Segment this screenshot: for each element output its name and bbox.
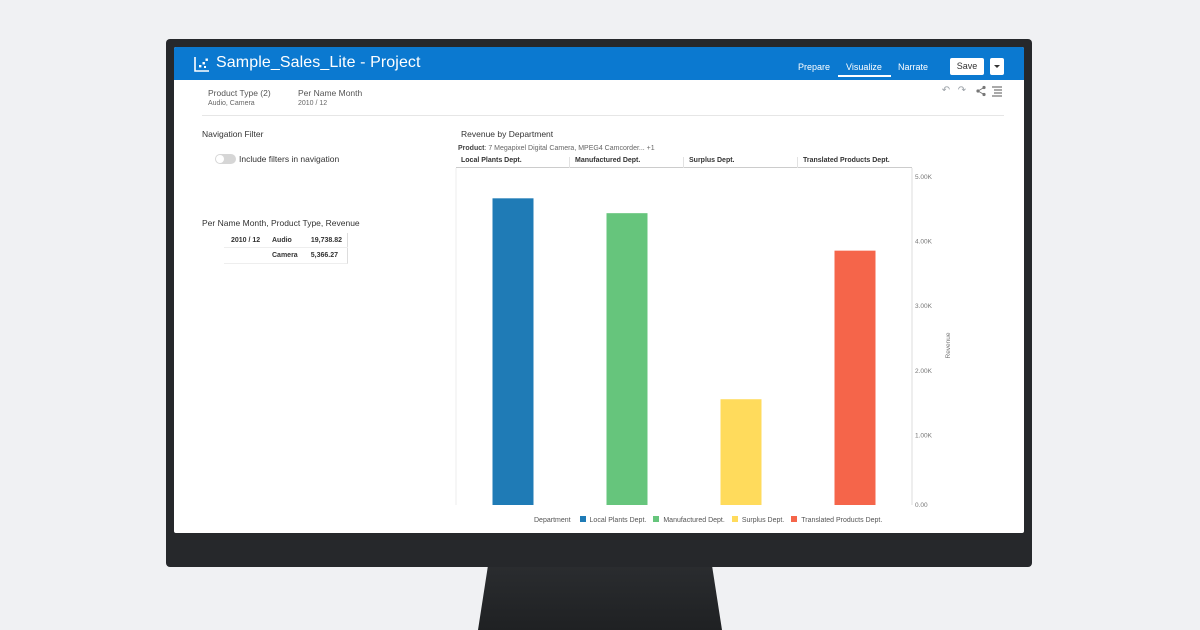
app-screen: Sample_Sales_Lite - Project Prepare Visu… [174, 47, 1024, 533]
department-header-cell: Surplus Dept. [683, 157, 735, 168]
legend-item[interactable]: Surplus Dept. [731, 516, 785, 524]
share-icon[interactable] [975, 85, 987, 97]
y-axis-label: Revenue [945, 332, 952, 358]
bar[interactable] [834, 250, 876, 505]
department-header-cell: Manufactured Dept. [569, 157, 640, 168]
y-tick-label: 4.00K [915, 239, 933, 246]
department-header-cell: Translated Products Dept. [797, 157, 890, 168]
pivot-product-type: Camera [272, 252, 298, 259]
save-options-dropdown[interactable] [990, 58, 1004, 75]
legend-title: Department [534, 517, 571, 524]
tab-visualize[interactable]: Visualize [838, 62, 891, 77]
filter-value: 2010 / 12 [298, 100, 328, 107]
monitor-stand [478, 567, 722, 630]
y-tick-label: 2.00K [915, 368, 933, 375]
project-title: Sample_Sales_Lite - Project [216, 54, 421, 71]
filter-label: Product Type (2) [208, 88, 271, 98]
revenue-bar-chart: 0.00 1.00K 2.00K 3.00K 4.00K 5.00K Revenue [455, 168, 952, 509]
y-tick-label: 3.00K [915, 303, 933, 310]
product-filter-value: : 7 Megapixel Digital Camera, MPEG4 Camc… [484, 145, 655, 152]
legend-swatch [653, 516, 660, 522]
bar[interactable] [720, 399, 762, 505]
legend-item[interactable]: Local Plants Dept. [579, 516, 647, 524]
project-logo-icon [194, 57, 209, 72]
y-tick-label: 5.00K [915, 174, 933, 181]
legend-label: Local Plants Dept. [589, 517, 647, 524]
menu-icon[interactable] [991, 85, 1003, 97]
y-tick-label: 0.00 [915, 502, 928, 509]
filter-bar: Product Type (2) Audio, Camera Per Name … [202, 80, 1004, 116]
chart-title: Revenue by Department [461, 129, 554, 139]
table-row: 2010 / 12 Audio 19,738.82 [224, 233, 348, 248]
department-header-cell: Local Plants Dept. [461, 157, 522, 164]
bar[interactable] [492, 198, 534, 505]
pivot-revenue: 5,366.27 [310, 252, 338, 259]
product-filter-label: Product [458, 145, 485, 152]
include-filters-label: Include filters in navigation [239, 154, 340, 164]
filter-product-type[interactable]: Product Type (2) Audio, Camera [208, 88, 271, 107]
legend-item[interactable]: Translated Products Dept. [791, 516, 882, 524]
pivot-product-type: Audio [272, 237, 292, 244]
bar[interactable] [606, 213, 648, 505]
tab-narrate[interactable]: Narrate [898, 62, 929, 72]
filter-label: Per Name Month [298, 88, 363, 98]
app-header: Sample_Sales_Lite - Project Prepare Visu… [174, 47, 1024, 80]
chart-legend: Department Local Plants Dept. Manufacture… [534, 516, 889, 526]
department-header: Local Plants Dept. Manufactured Dept. Su… [456, 154, 912, 168]
undo-icon[interactable]: ↶ [941, 85, 951, 96]
legend-swatch [731, 516, 738, 522]
include-filters-toggle[interactable] [215, 154, 236, 164]
redo-icon[interactable]: ↷ [957, 85, 967, 96]
table-row: Camera 5,366.27 [224, 248, 348, 263]
legend-label: Translated Products Dept. [801, 517, 883, 524]
toggle-knob [216, 155, 224, 163]
pivot-month: 2010 / 12 [231, 237, 261, 244]
pivot-table: 2010 / 12 Audio 19,738.82 Camera 5,366.2… [224, 233, 348, 264]
navigation-filter-title: Navigation Filter [202, 129, 264, 139]
pivot-revenue: 19,738.82 [310, 237, 342, 244]
filter-value: Audio, Camera [208, 100, 255, 107]
filter-per-name-month[interactable]: Per Name Month 2010 / 12 [298, 88, 362, 107]
save-button[interactable]: Save [950, 58, 984, 75]
legend-label: Surplus Dept. [741, 517, 785, 524]
product-filter[interactable]: Product: 7 Megapixel Digital Camera, MPE… [458, 145, 655, 152]
tab-prepare[interactable]: Prepare [798, 62, 831, 72]
legend-swatch [791, 516, 798, 522]
legend-label: Manufactured Dept. [663, 517, 725, 524]
legend-item[interactable]: Manufactured Dept. [653, 516, 725, 524]
y-tick-label: 1.00K [915, 432, 933, 439]
legend-swatch [579, 516, 586, 522]
pivot-title: Per Name Month, Product Type, Revenue [202, 218, 360, 228]
